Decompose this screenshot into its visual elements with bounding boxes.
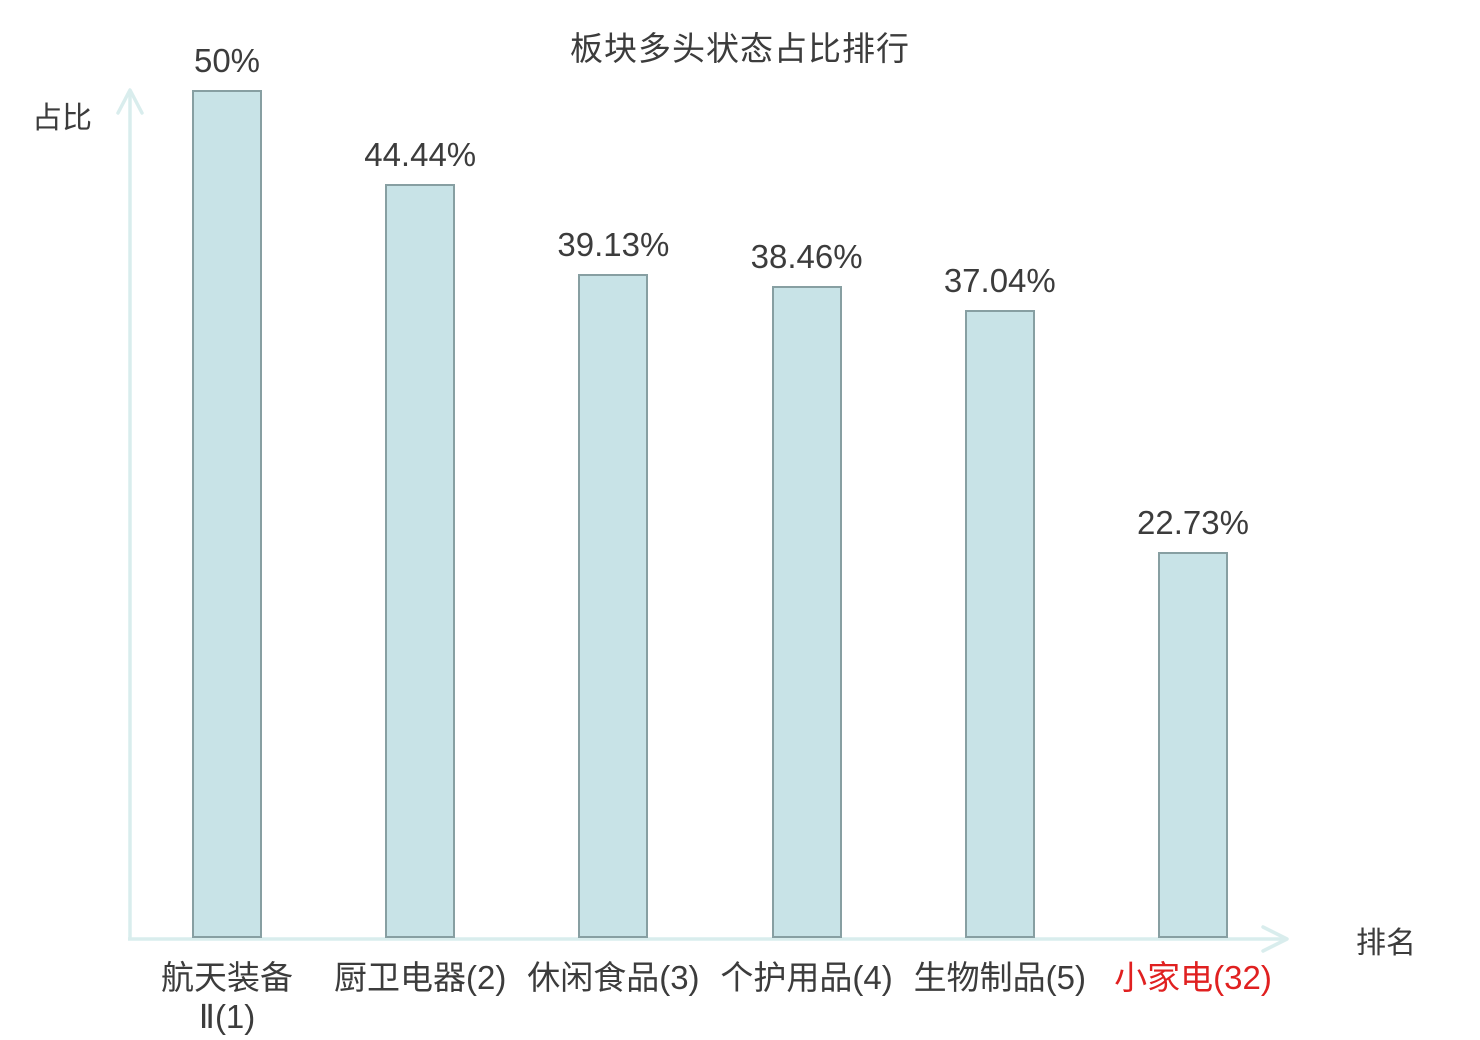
y-axis-arrow-icon bbox=[116, 88, 144, 115]
bar bbox=[192, 90, 262, 938]
bar bbox=[578, 274, 649, 938]
bar-category-label: 航天装备 Ⅱ(1) bbox=[161, 959, 293, 1035]
bar-value-label: 38.46% bbox=[750, 237, 863, 275]
bar bbox=[1158, 552, 1228, 938]
bar-value-label: 50% bbox=[193, 42, 261, 79]
bar bbox=[771, 285, 842, 938]
x-axis-label: 排名 bbox=[1356, 927, 1416, 960]
bar bbox=[385, 184, 456, 938]
y-axis-label: 占比 bbox=[32, 102, 92, 135]
bar-category-label: 小家电(32) bbox=[1114, 959, 1272, 996]
bar bbox=[964, 309, 1035, 938]
bar-value-label: 39.13% bbox=[557, 226, 670, 264]
bar-category-label: 生物制品(5) bbox=[913, 959, 1086, 996]
bar-category-label: 厨卫电器(2) bbox=[334, 959, 507, 996]
chart-title: 板块多头状态占比排行 bbox=[570, 30, 910, 67]
bar-category-label: 个护用品(4) bbox=[720, 959, 893, 996]
bar-value-label: 44.44% bbox=[364, 136, 477, 174]
bar-value-label: 22.73% bbox=[1137, 504, 1249, 542]
bar-value-label: 37.04% bbox=[943, 261, 1056, 299]
bar-category-label: 休闲食品(3) bbox=[527, 959, 700, 996]
x-axis-arrow-icon bbox=[1261, 925, 1289, 953]
